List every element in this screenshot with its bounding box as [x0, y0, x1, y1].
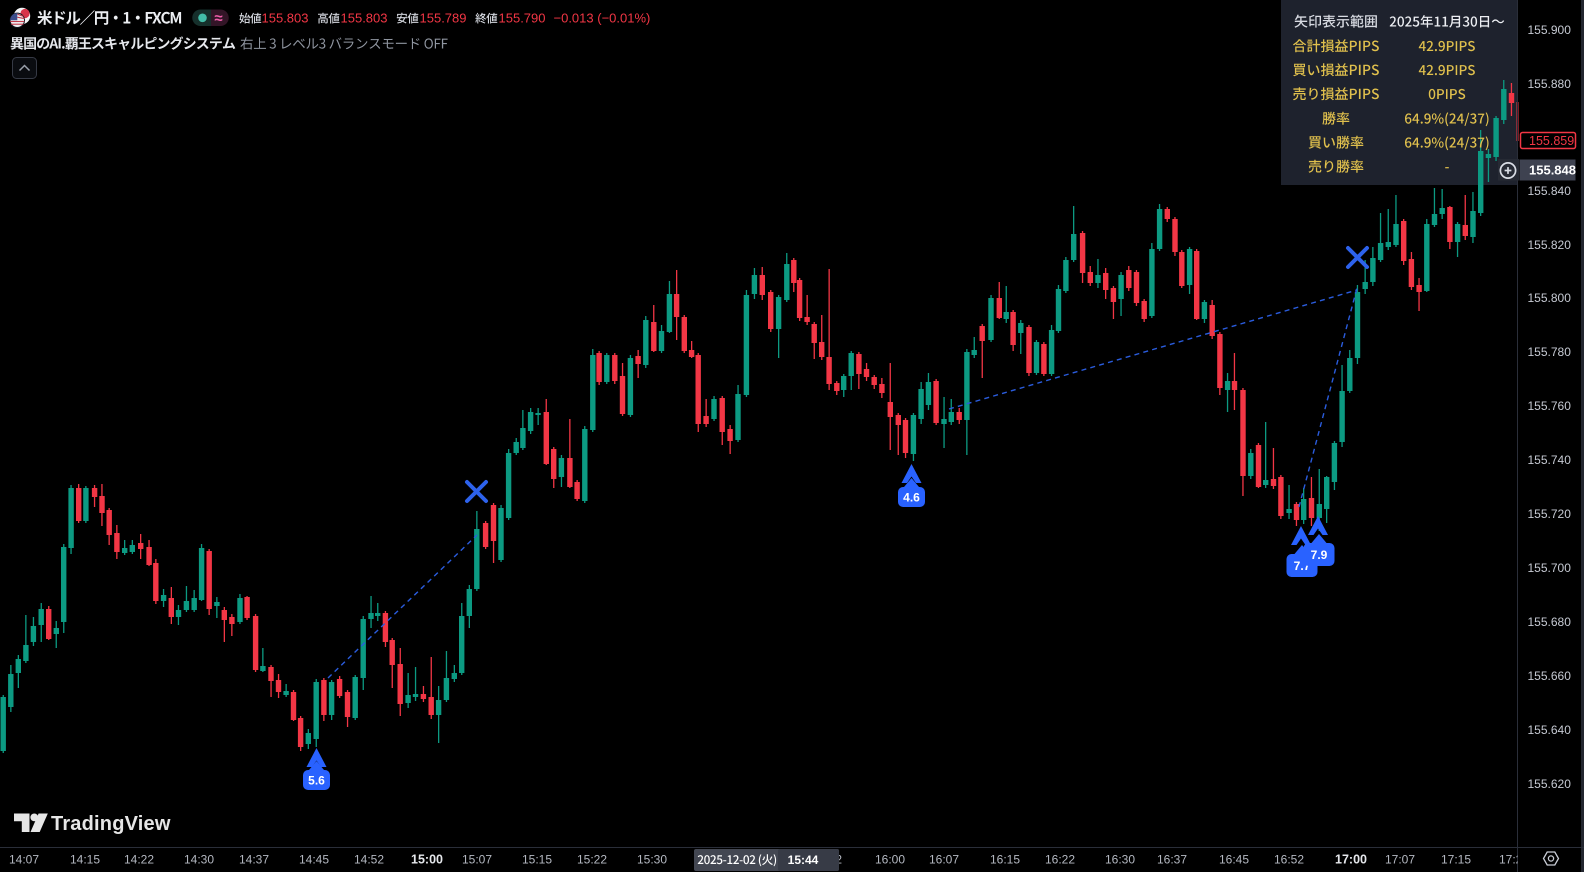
svg-text:16:15: 16:15 [990, 853, 1020, 867]
svg-text:≈: ≈ [214, 10, 222, 27]
svg-text:16:22: 16:22 [1045, 853, 1075, 867]
svg-text:155.803: 155.803 [262, 11, 309, 26]
svg-text:15:44: 15:44 [788, 853, 819, 867]
svg-text:15:00: 15:00 [411, 853, 443, 867]
svg-text:16:30: 16:30 [1105, 853, 1135, 867]
svg-text:14:45: 14:45 [299, 853, 329, 867]
svg-text:155.789: 155.789 [420, 11, 467, 26]
svg-text:14:37: 14:37 [239, 853, 269, 867]
svg-text:17:07: 17:07 [1385, 853, 1415, 867]
svg-text:14:15: 14:15 [70, 853, 100, 867]
svg-text:155.790: 155.790 [499, 11, 546, 26]
svg-text:16:00: 16:00 [875, 853, 905, 867]
svg-text:155.720: 155.720 [1528, 507, 1572, 521]
svg-text:16:07: 16:07 [929, 853, 959, 867]
svg-text:7.9: 7.9 [1311, 548, 1328, 562]
svg-text:TradingView: TradingView [51, 813, 171, 835]
svg-text:155.780: 155.780 [1528, 345, 1572, 359]
svg-text:155.680: 155.680 [1528, 615, 1572, 629]
svg-text:5.6: 5.6 [308, 773, 325, 787]
svg-text:15:15: 15:15 [522, 853, 552, 867]
svg-text:16:37: 16:37 [1157, 853, 1187, 867]
svg-text:155.840: 155.840 [1528, 184, 1572, 198]
svg-text:16:45: 16:45 [1219, 853, 1249, 867]
svg-text:15:22: 15:22 [577, 853, 607, 867]
svg-text:155.880: 155.880 [1528, 77, 1572, 91]
svg-text:155.900: 155.900 [1528, 23, 1572, 37]
svg-text:14:30: 14:30 [184, 853, 214, 867]
svg-text:155.800: 155.800 [1528, 291, 1572, 305]
svg-text:155.620: 155.620 [1528, 777, 1572, 791]
svg-text:4.6: 4.6 [903, 490, 920, 504]
svg-text:155.660: 155.660 [1528, 669, 1572, 683]
svg-text:155.820: 155.820 [1528, 238, 1572, 252]
svg-text:−0.013 (−0.01%): −0.013 (−0.01%) [554, 11, 651, 26]
svg-text:16:52: 16:52 [1274, 853, 1304, 867]
svg-text:17:15: 17:15 [1441, 853, 1471, 867]
svg-text:155.740: 155.740 [1528, 453, 1572, 467]
svg-text:14:22: 14:22 [124, 853, 154, 867]
svg-text:155.760: 155.760 [1528, 399, 1572, 413]
svg-text:155.859: 155.859 [1529, 134, 1574, 148]
svg-text:17:22: 17:22 [1499, 853, 1529, 867]
svg-text:155.640: 155.640 [1528, 723, 1572, 737]
svg-text:14:52: 14:52 [354, 853, 384, 867]
svg-text:15:30: 15:30 [637, 853, 667, 867]
svg-text:14:07: 14:07 [9, 853, 39, 867]
svg-text:155.848: 155.848 [1529, 163, 1576, 178]
svg-text:155.803: 155.803 [341, 11, 388, 26]
svg-text:155.700: 155.700 [1528, 561, 1572, 575]
svg-text:17:00: 17:00 [1335, 853, 1367, 867]
svg-text:15:07: 15:07 [462, 853, 492, 867]
